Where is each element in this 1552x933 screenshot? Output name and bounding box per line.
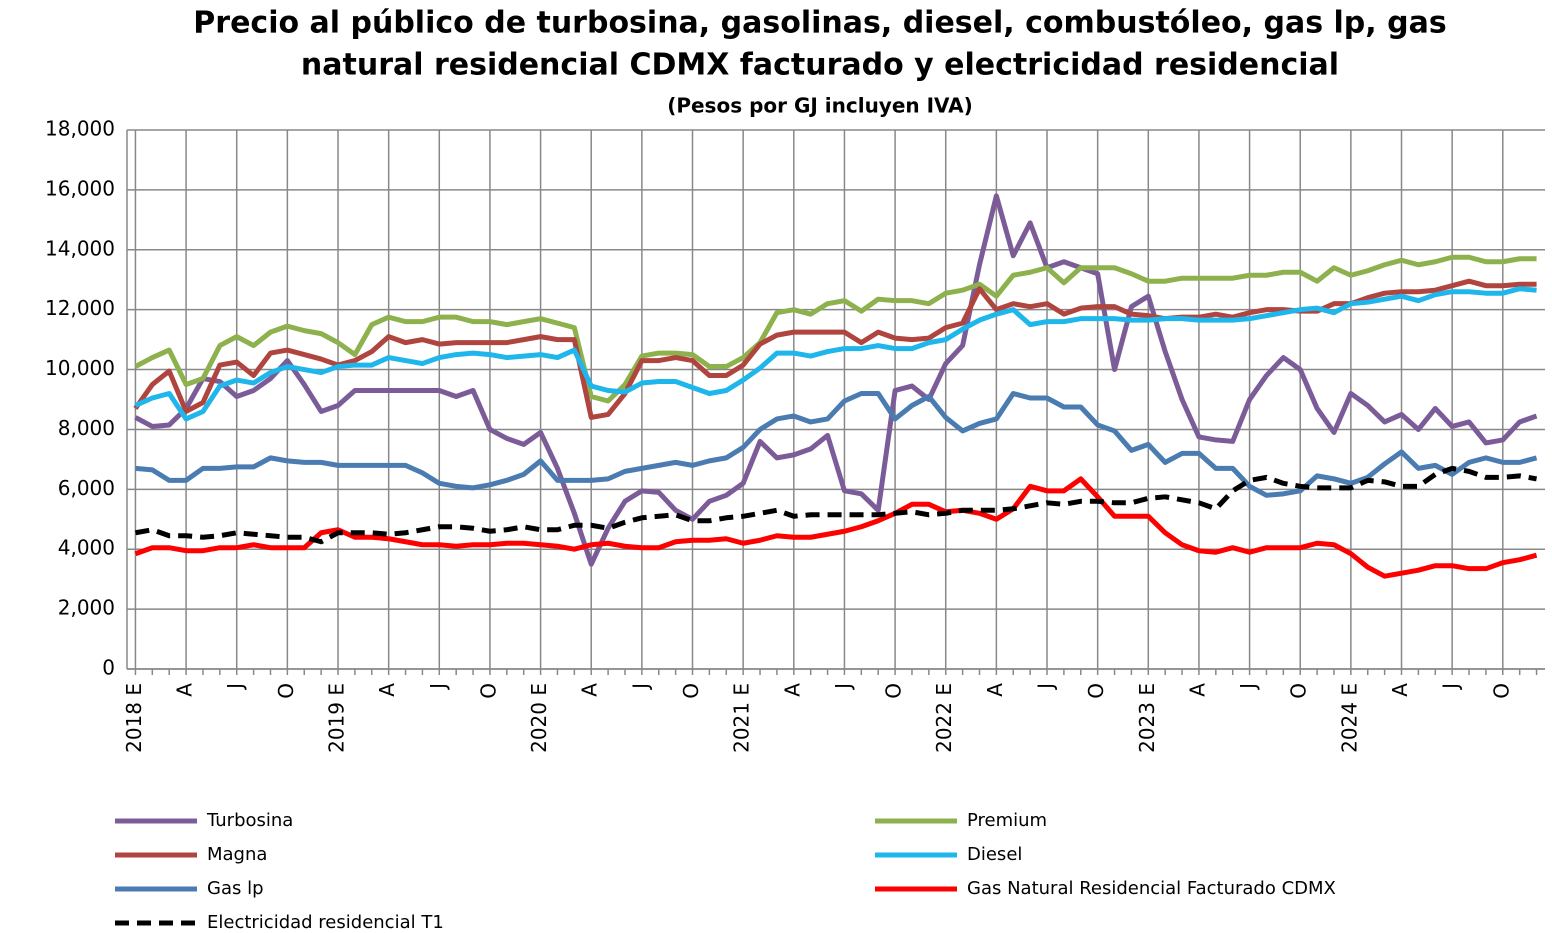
x-tick-label: J (426, 683, 450, 691)
y-tick-label: 12,000 (45, 296, 115, 320)
series-line (135, 465, 1537, 545)
y-tick-label: 16,000 (45, 176, 115, 200)
x-tick-label: A (780, 683, 804, 697)
x-tick-label: O (1489, 683, 1513, 699)
x-tick-label: O (882, 683, 906, 699)
x-tick-label: J (831, 683, 855, 691)
x-tick-label: J (628, 683, 652, 691)
x-tick-label: 2020 E (527, 683, 551, 753)
x-tick-label: O (679, 683, 703, 699)
x-tick-label: J (1034, 683, 1058, 691)
legend-label: Premium (967, 810, 1047, 831)
x-tick-label: O (1287, 683, 1311, 699)
x-tick-label: A (1185, 683, 1209, 697)
x-tick-label: A (578, 683, 602, 697)
x-tick-label: 2023 E (1135, 683, 1159, 753)
x-tick-label: 2024 E (1337, 683, 1361, 753)
legend-label: Electricidad residencial T1 (207, 912, 444, 933)
x-tick-label: O (476, 683, 500, 699)
x-tick-label: J (1236, 683, 1260, 691)
chart-title: natural residencial CDMX facturado y ele… (301, 48, 1339, 83)
series-line (134, 193, 1538, 567)
y-tick-label: 6,000 (58, 476, 115, 500)
legend-label: Gas Natural Residencial Facturado CDMX (967, 878, 1336, 899)
x-tick-label: A (173, 683, 197, 697)
series-line (134, 476, 1538, 579)
y-tick-label: 8,000 (58, 416, 115, 440)
x-tick-label: A (375, 683, 399, 697)
x-tick-label: A (1388, 683, 1412, 697)
legend-label: Magna (207, 844, 267, 865)
series-line (134, 254, 1537, 404)
y-tick-label: 10,000 (45, 356, 115, 380)
y-tick-label: 18,000 (45, 117, 115, 141)
x-tick-label: O (1084, 683, 1108, 699)
x-tick-label: J (223, 683, 247, 691)
x-tick-label: 2022 E (932, 683, 956, 753)
x-tick-label: 2019 E (325, 683, 349, 753)
x-tick-label: 2018 E (122, 683, 146, 753)
y-tick-label: 2,000 (58, 596, 115, 620)
y-tick-label: 14,000 (45, 236, 115, 260)
chart-title: Precio al público de turbosina, gasolina… (193, 6, 1446, 41)
x-tick-label: A (983, 683, 1007, 697)
legend-label: Turbosina (206, 810, 293, 831)
y-tick-label: 4,000 (58, 536, 115, 560)
legend-label: Gas lp (207, 878, 264, 899)
y-tick-label: 0 (102, 656, 115, 680)
x-tick-label: O (274, 683, 298, 699)
series-line (134, 286, 1537, 422)
x-tick-label: 2021 E (730, 683, 754, 753)
legend-label: Diesel (967, 844, 1022, 865)
series-line (135, 391, 1538, 498)
chart-subtitle: (Pesos por GJ incluyen IVA) (667, 94, 973, 118)
x-tick-label: J (1439, 683, 1463, 691)
